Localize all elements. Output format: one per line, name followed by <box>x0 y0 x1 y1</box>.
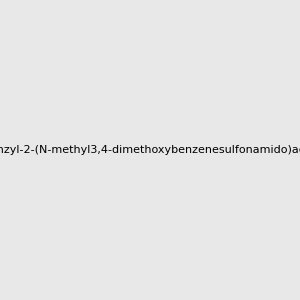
Text: N,N-Dibenzyl-2-(N-methyl3,4-dimethoxybenzenesulfonamido)acetamide: N,N-Dibenzyl-2-(N-methyl3,4-dimethoxyben… <box>0 145 300 155</box>
